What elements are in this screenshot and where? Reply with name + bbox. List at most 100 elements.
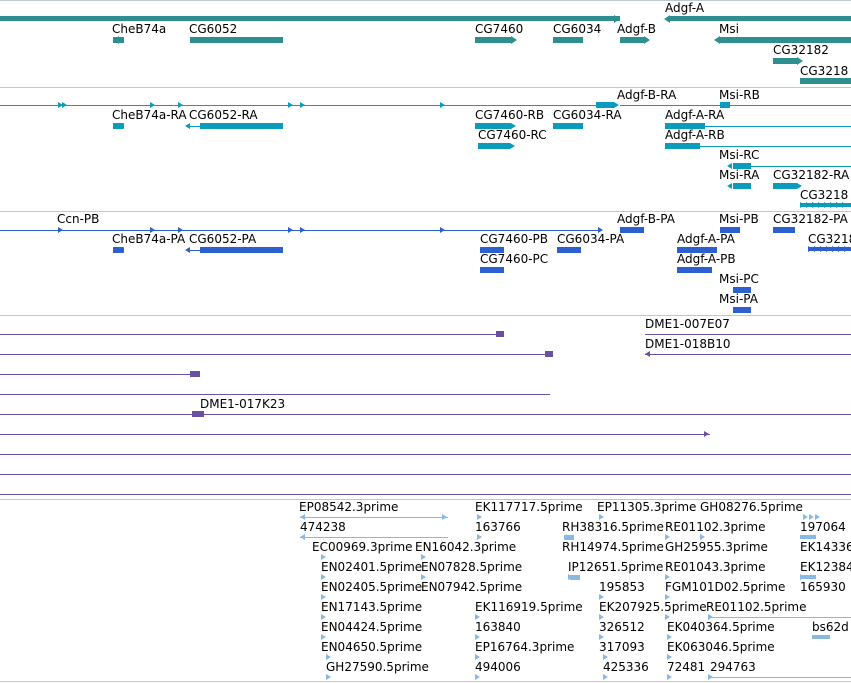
gene-label[interactable]: Adgf-A [665, 1, 705, 15]
est-label[interactable]: EN07828.5prime [421, 560, 523, 574]
transcript-label[interactable]: Msi-RC [719, 148, 760, 162]
gene-label[interactable]: CG32182 [773, 43, 829, 57]
gene-label[interactable]: CG6034 [553, 22, 602, 36]
protein-label[interactable]: CheB74a-PA [112, 232, 186, 246]
est-label[interactable]: 474238 [300, 520, 346, 534]
protein-label[interactable]: Msi-PC [719, 272, 759, 286]
protein-label[interactable]: Adgf-A-PA [677, 232, 735, 246]
est-label[interactable]: 72481 [667, 660, 706, 674]
clone-end[interactable] [545, 351, 553, 357]
est-label[interactable]: EK063046.5prime [667, 640, 775, 654]
est-label[interactable]: FGM101D02.5prime [665, 580, 786, 594]
protein-exon[interactable] [557, 247, 581, 253]
est-label[interactable]: IP12651.5prime [568, 560, 664, 574]
est-label[interactable]: GH08276.5prime [700, 500, 803, 514]
est-label[interactable]: GH27590.5prime [326, 660, 429, 674]
clone-line[interactable] [0, 434, 710, 435]
est-label[interactable]: EK12384 [800, 560, 851, 574]
gene-feature[interactable] [620, 37, 644, 43]
transcript-exon[interactable] [733, 163, 751, 169]
protein-exon[interactable] [200, 247, 283, 253]
gene-feature[interactable] [553, 37, 583, 43]
transcript-exon[interactable] [200, 123, 283, 129]
protein-label[interactable]: CG7460-PB [480, 232, 549, 246]
transcript-exon[interactable] [773, 183, 797, 189]
transcript-exon[interactable] [113, 123, 123, 129]
protein-label[interactable]: Adgf-B-PA [617, 212, 675, 226]
protein-exon[interactable] [677, 267, 712, 273]
clone-line[interactable] [0, 394, 550, 395]
protein-exon[interactable] [733, 287, 751, 293]
clone-line[interactable] [0, 474, 851, 475]
protein-exon[interactable] [773, 227, 795, 233]
clone-line[interactable] [0, 334, 500, 335]
est-label[interactable]: 294763 [710, 660, 756, 674]
transcript-exon[interactable] [596, 102, 614, 108]
est-line[interactable] [300, 537, 448, 538]
transcript-exon[interactable] [478, 143, 510, 149]
transcript-label[interactable]: Adgf-B-RA [617, 88, 677, 102]
est-line[interactable] [708, 617, 851, 618]
protein-exon[interactable] [113, 247, 123, 253]
est-label[interactable]: EK040364.5prime [667, 620, 775, 634]
protein-exon[interactable] [480, 267, 504, 273]
transcript-exon[interactable] [720, 102, 730, 108]
clone-line[interactable] [645, 334, 851, 335]
protein-label[interactable]: CG7460-PC [480, 252, 549, 266]
est-feature[interactable] [812, 635, 830, 639]
clone-line[interactable] [0, 454, 851, 455]
gene-label[interactable]: CG6052 [189, 22, 238, 36]
est-feature[interactable] [570, 575, 580, 580]
est-line[interactable] [300, 517, 448, 518]
est-label[interactable]: RH14974.5prime [562, 540, 664, 554]
clone-line[interactable] [0, 414, 851, 415]
est-label[interactable]: 317093 [599, 640, 645, 654]
est-label[interactable]: 326512 [599, 620, 645, 634]
transcript-label[interactable]: CG3218 [800, 188, 849, 202]
transcript-label[interactable]: CheB74a-RA [112, 108, 187, 122]
est-label[interactable]: EK117717.5prime [475, 500, 583, 514]
est-label[interactable]: EN07942.5prime [421, 580, 523, 594]
transcript-exon[interactable] [733, 183, 751, 189]
transcript-label[interactable]: Adgf-A-RB [665, 128, 725, 142]
est-line[interactable] [708, 677, 851, 678]
est-label[interactable]: 163766 [475, 520, 521, 534]
est-feature[interactable] [800, 575, 816, 579]
gene-label[interactable]: Msi [719, 22, 739, 36]
est-label[interactable]: 195853 [599, 580, 645, 594]
est-label[interactable]: EN17143.5prime [321, 600, 423, 614]
est-label[interactable]: EP16764.3prime [475, 640, 575, 654]
gene-label[interactable]: CG3218 [800, 64, 849, 78]
est-label[interactable]: RE01102.3prime [665, 520, 766, 534]
gene-label[interactable]: Adgf-B [617, 22, 656, 36]
transcript-exon[interactable] [553, 123, 583, 129]
gene-feature[interactable] [800, 78, 851, 84]
est-label[interactable]: EN16042.3prime [415, 540, 517, 554]
protein-label[interactable]: CG32182-PA [773, 212, 848, 226]
transcript-label[interactable]: Msi-RA [719, 168, 760, 182]
clone-end[interactable] [190, 371, 200, 377]
transcript-exon[interactable] [665, 123, 705, 129]
protein-label[interactable]: CG3218 [808, 232, 851, 246]
transcript-label[interactable]: CG32182-RA [773, 168, 850, 182]
gene-label[interactable]: CG7460 [475, 22, 524, 36]
est-label[interactable]: RH38316.5prime [562, 520, 664, 534]
clone-line[interactable] [0, 494, 851, 495]
gene-label[interactable]: CheB74a [112, 22, 167, 36]
gene-feature[interactable] [0, 16, 620, 21]
protein-label[interactable]: Adgf-A-PB [677, 252, 736, 266]
est-label[interactable]: 165930 [800, 580, 846, 594]
est-label[interactable]: EN02401.5prime [321, 560, 423, 574]
protein-label[interactable]: Msi-PA [719, 292, 758, 306]
transcript-label[interactable]: CG6052-RA [189, 108, 258, 122]
est-label[interactable]: RE01043.3prime [665, 560, 766, 574]
clone-line[interactable] [0, 374, 195, 375]
est-label[interactable]: EN04424.5prime [321, 620, 423, 634]
protein-label[interactable]: CG6034-PA [557, 232, 625, 246]
transcript-label[interactable]: Msi-RB [719, 88, 760, 102]
est-label[interactable]: 425336 [603, 660, 649, 674]
protein-label[interactable]: Msi-PB [719, 212, 759, 226]
est-label[interactable]: 494006 [475, 660, 521, 674]
clone-end[interactable] [496, 331, 504, 337]
